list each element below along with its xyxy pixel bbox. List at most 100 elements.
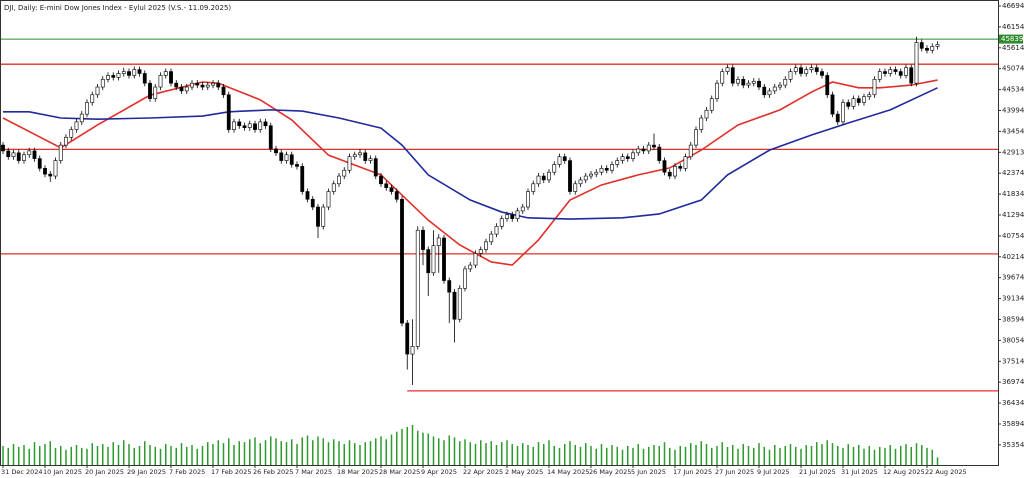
candle-body [211,82,215,86]
volume-bar [543,444,545,465]
candle-body [321,206,326,227]
volume-bar [222,443,225,465]
volume-bar [858,445,860,465]
candle-body [242,125,247,128]
candle-body [589,173,593,177]
volume-bar [102,444,104,465]
volume-bar [637,444,639,465]
volume-bar [595,448,597,465]
candle-body [594,171,599,175]
volume-bar [144,441,146,465]
volume-bar [28,448,30,465]
candle-body [111,75,116,78]
candle-body [106,75,110,80]
candle-body [300,166,305,192]
x-tick-label: 20 Jan 2025 [85,468,124,476]
candle-body [373,158,378,177]
y-tick-label: 41294 [1002,211,1024,219]
candle-body [268,125,273,150]
volume-bar [128,444,130,465]
volume-bar [406,426,408,465]
volume-bar [70,446,72,465]
candle-body [163,71,168,76]
candle-body [620,156,625,161]
candle-body [457,287,462,320]
candle-body [48,173,53,177]
candle-body [426,249,431,274]
candle-body [715,82,719,99]
volume-bar [700,441,702,465]
plot-frame [0,0,999,466]
candle-body [636,148,641,154]
volume-bar [75,445,78,465]
candle-body [562,156,567,161]
volume-bar [401,428,403,465]
candle-body [604,168,609,171]
candle-body [85,102,89,115]
candle-body [400,198,404,324]
volume-bar [915,443,918,465]
volume-bar [889,445,891,465]
candle-body [363,152,368,161]
candle-body [741,78,746,86]
candle-body [583,175,588,181]
candle-body [148,82,152,99]
volume-bar [81,447,83,465]
volume-bar [579,446,582,465]
candle-body [646,144,651,152]
candle-body [6,150,11,158]
candle-body [1,144,5,152]
x-tick-label: 10 Jan 2025 [43,468,82,476]
moving-average [3,87,938,220]
price-label: 45839 [1001,35,1023,43]
x-tick-label: 29 Jan 2025 [127,468,166,476]
volume-bar [86,448,88,465]
volume-bar [249,439,251,465]
y-tick-label: 36974 [1002,378,1024,386]
volume-bar [201,445,204,465]
candle-body [814,67,819,72]
candle-body [137,69,142,74]
candle-body [53,160,58,177]
volume-bar [784,445,786,465]
candle-body [232,121,236,130]
candle-body [662,160,667,173]
volume-bar [7,447,9,465]
volume-bar [900,445,902,465]
volume-bar [459,441,461,465]
candle-body [405,322,410,355]
volume-bar [511,444,513,465]
candle-body [510,214,515,219]
volume-bar [747,445,750,465]
volume-bar [238,441,240,465]
candle-body [452,291,457,320]
volume-bar [270,436,272,465]
x-tick-label: 7 Mar 2025 [295,468,332,476]
candle-body [699,117,704,130]
candle-body [578,179,583,185]
candle-body [625,156,630,159]
candle-body [153,86,158,99]
candle-body [793,67,798,72]
volume-bar [380,436,382,465]
volume-bar [684,446,687,465]
y-tick-label: 45074 [1002,65,1024,73]
candle-body [142,73,147,84]
volume-bar [837,445,839,465]
volume-bar [826,440,828,465]
candle-body [898,71,903,76]
volume-bar [805,445,807,465]
volume-bar [884,447,886,465]
volume-bar [306,435,309,465]
y-tick-label: 36434 [1002,399,1024,407]
volume-bar [432,436,435,465]
candle-body [337,175,341,185]
candle-body [237,121,242,127]
y-tick-label: 42374 [1002,169,1024,177]
chart-title: DJI, Daily: E-mini Dow Jones Index - Eyl… [4,4,231,12]
candle-body [757,80,761,88]
volume-bar [611,445,613,465]
candle-body [505,214,509,219]
candle-body [463,268,467,289]
